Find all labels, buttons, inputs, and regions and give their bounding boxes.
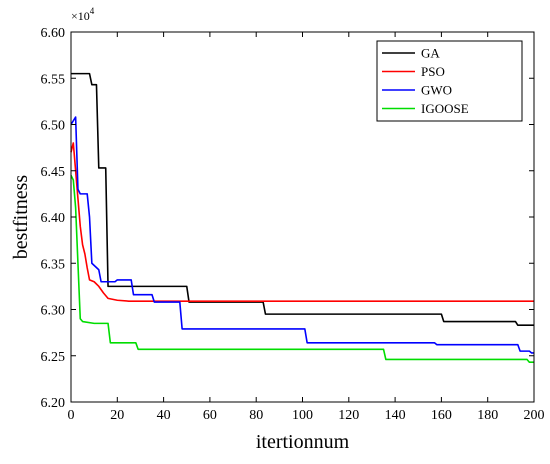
y-ticks: 6.20 6.25 6.30 6.35 6.40 6.45 6.50 6.55 6.60 — [41, 26, 534, 411]
y-tick-label: 6.50 — [41, 119, 66, 134]
x-ticks: 0 20 40 60 80 100 120 140 160 180 200 — [68, 32, 545, 423]
y-tick-label: 6.40 — [41, 211, 66, 226]
legend-label-igoose: IGOOSE — [421, 101, 469, 116]
x-tick-label: 120 — [338, 408, 359, 423]
y-axis-label: bestfitness — [10, 175, 32, 260]
x-tick-label: 60 — [203, 408, 217, 423]
x-tick-label: 80 — [249, 408, 263, 423]
x-tick-label: 200 — [524, 408, 545, 423]
y-axis-multiplier-exponent: 4 — [90, 6, 95, 16]
x-tick-label: 100 — [292, 408, 313, 423]
y-tick-label: 6.25 — [41, 350, 66, 365]
series-line-gwo — [70, 116, 534, 354]
y-tick-label: 6.20 — [41, 396, 66, 411]
series-line-ga — [71, 72, 534, 327]
series-line-pso — [70, 142, 534, 302]
x-axis-label: itertionnum — [256, 431, 350, 453]
legend-box — [376, 40, 523, 122]
x-tick-label: 40 — [157, 408, 171, 423]
legend-label-pso: PSO — [421, 64, 445, 79]
y-tick-label: 6.30 — [41, 304, 66, 319]
x-tick-label: 140 — [385, 408, 406, 423]
legend: GA PSO GWO IGOOSE — [376, 40, 523, 122]
y-tick-label: 6.55 — [41, 72, 66, 87]
y-axis-multiplier-base: ×10 — [71, 9, 90, 23]
series-line-igoose — [70, 175, 534, 364]
x-tick-label: 0 — [68, 408, 75, 423]
legend-label-ga: GA — [421, 46, 440, 61]
x-tick-label: 180 — [477, 408, 498, 423]
legend-label-gwo: GWO — [421, 83, 452, 98]
x-tick-label: 20 — [110, 408, 124, 423]
legend-items: GA PSO GWO IGOOSE — [382, 46, 469, 116]
series-layer — [70, 72, 534, 364]
y-axis-multiplier: ×104 — [71, 6, 95, 23]
y-tick-label: 6.45 — [41, 165, 66, 180]
y-tick-label: 6.60 — [41, 26, 66, 41]
y-tick-label: 6.35 — [41, 257, 66, 272]
x-tick-label: 160 — [431, 408, 452, 423]
